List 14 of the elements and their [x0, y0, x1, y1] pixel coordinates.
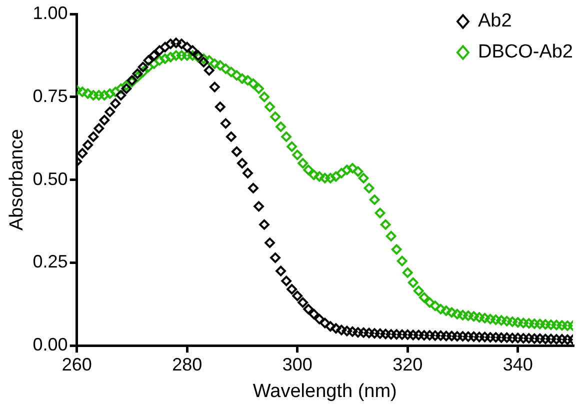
y-tick-label: 0.00: [32, 334, 68, 355]
y-tick-label: 0.75: [32, 86, 68, 106]
legend-label: Ab2: [478, 10, 512, 32]
y-axis-title: Absorbance: [6, 129, 28, 231]
y-tick-label: 1.00: [32, 2, 68, 23]
y-tick-label: 0.50: [32, 168, 68, 189]
x-axis-title: Wavelength (nm): [252, 380, 397, 402]
x-tick-label: 340: [502, 354, 533, 374]
x-tick-label: 300: [282, 354, 312, 374]
legend-label: DBCO-Ab2: [478, 42, 574, 63]
x-tick-label: 260: [62, 354, 92, 374]
x-tick-label: 280: [172, 354, 202, 374]
x-tick-label: 320: [392, 354, 423, 374]
y-tick-label: 0.25: [32, 252, 68, 272]
